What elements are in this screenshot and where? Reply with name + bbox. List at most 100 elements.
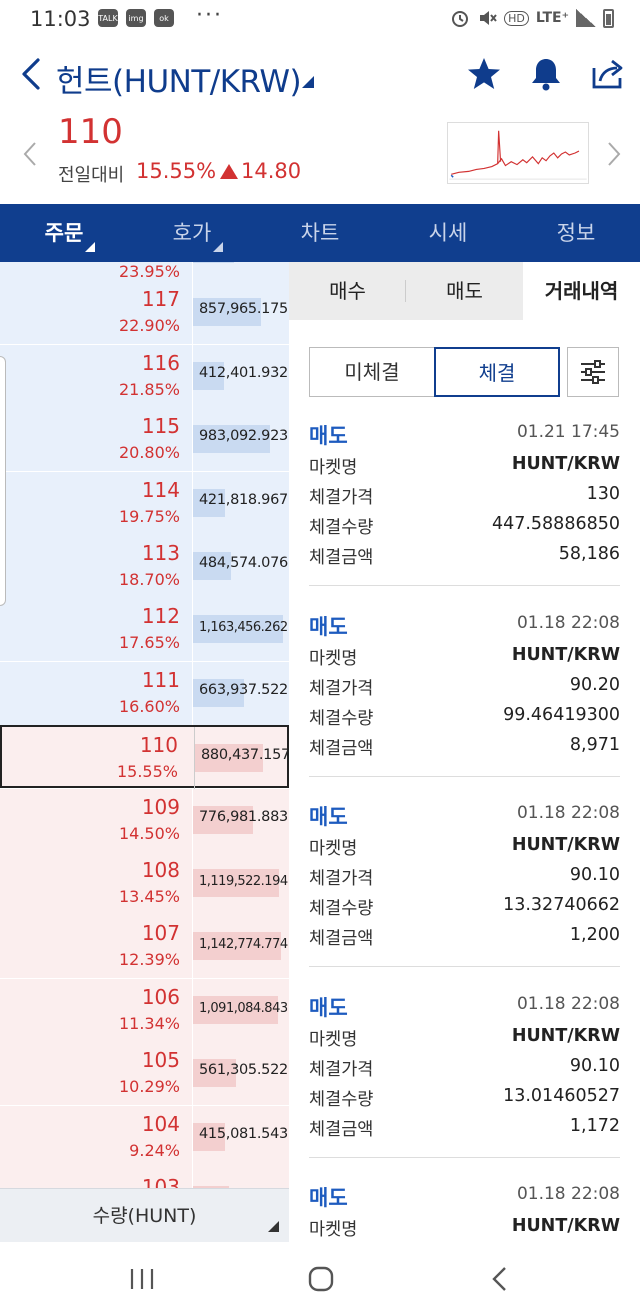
filter-button[interactable]: [567, 347, 619, 397]
trade-field-value: 13.01460527: [503, 1085, 620, 1106]
orderbook-quantity-cell: 561,305.522: [192, 1042, 289, 1106]
trade-field-label: 마켓명: [309, 1029, 358, 1050]
orderbook-price: 111: [141, 667, 180, 692]
ok-notification-icon: ok: [154, 9, 174, 27]
market-title[interactable]: 헌트(HUNT/KRW): [56, 64, 302, 100]
orderbook-row-bid[interactable]: 106 11.34% 1,091,084.843: [0, 978, 289, 1042]
trade-field-value: HUNT/KRW: [511, 454, 620, 474]
star-icon[interactable]: [466, 56, 502, 92]
orderbook-row-current[interactable]: 110 15.55% 880,437.157: [0, 725, 289, 791]
orderbook-quantity: 857,965.175: [199, 301, 288, 318]
orderbook-price: 110: [139, 733, 178, 758]
tab-info[interactable]: 정보: [512, 204, 640, 262]
trade-field-label: 체결수량: [309, 1089, 374, 1110]
tab-orderbook[interactable]: 호가: [128, 204, 256, 262]
talk-notification-icon: TALK: [98, 9, 118, 27]
orderbook-percent: 17.65%: [118, 633, 180, 653]
orderbook-row-ask[interactable]: 111 16.60% 663,937.522: [0, 661, 289, 725]
trade-entry[interactable]: 매도 01.18 22:08 마켓명 HUNT/KRW 체결가격 90.10 체결수량 13.…: [309, 801, 620, 981]
orderbook[interactable]: 23.95% 117 22.90% 857,965.175 116 21.85% 412,4…: [0, 262, 289, 1188]
recent-apps-icon[interactable]: [122, 1262, 162, 1296]
orderbook-row-bid[interactable]: 103: [0, 1169, 289, 1188]
tab-trade-history[interactable]: 거래내역: [523, 262, 640, 320]
orderbook-percent: 23.95%: [118, 262, 180, 281]
unfilled-orders-button[interactable]: 미체결: [309, 347, 435, 397]
orderbook-row-bid[interactable]: 109 14.50% 776,981.883: [0, 788, 289, 852]
mini-price-chart[interactable]: [447, 122, 589, 184]
trade-field-market: 마켓명 HUNT/KRW: [309, 454, 620, 484]
orderbook-volume-bar: [193, 932, 281, 961]
orderbook-volume-bar: [193, 1122, 225, 1151]
trade-field-label: 체결금액: [309, 1119, 374, 1140]
mute-icon: [480, 11, 497, 25]
market-selector-caret-icon[interactable]: [302, 76, 314, 88]
filled-orders-button[interactable]: 체결: [434, 347, 560, 397]
tab-order[interactable]: 주문: [0, 204, 128, 262]
orderbook-quantity-cell: 1,119,522.194: [192, 852, 289, 915]
trade-field-label: 체결금액: [309, 929, 374, 949]
trade-side: 매도: [309, 805, 348, 829]
trade-field-value: 13.32740662: [503, 895, 620, 915]
orderbook-quantity-cell: 1,091,084.843: [192, 978, 289, 1042]
orderbook-quantity-cell: [192, 1169, 289, 1188]
quantity-unit-dropdown-icon: [268, 1221, 279, 1232]
orderbook-row-bid[interactable]: 105 10.29% 561,305.522: [0, 1042, 289, 1106]
prev-market-icon[interactable]: [20, 140, 40, 168]
orderbook-quantity: 663,937.522: [199, 681, 288, 698]
trade-entry[interactable]: 매도 01.18 22:08 마켓명 HUNT/KRW 체결가격 90.10 체결수량 13.…: [309, 992, 620, 1172]
quantity-unit-selector[interactable]: 수량(HUNT): [0, 1188, 289, 1242]
orderbook-quantity-cell: 1,163,456.262: [192, 598, 289, 662]
share-icon[interactable]: [590, 56, 626, 92]
trade-divider: [309, 966, 620, 967]
trade-entry[interactable]: 매도 01.21 17:45 마켓명 HUNT/KRW 체결가격 130 체결수량 447.5…: [309, 420, 620, 600]
orderbook-quantity: 1,119,522.194: [199, 874, 288, 889]
trade-field-value: HUNT/KRW: [511, 1216, 620, 1236]
orderbook-quantity: 880,437.157: [201, 747, 289, 764]
bell-icon[interactable]: [528, 56, 564, 92]
next-market-icon[interactable]: [604, 140, 624, 168]
trade-entry[interactable]: 매도 01.18 22:08 마켓명 HUNT/KRW 체결가격 90.20 체결수량 99.…: [309, 611, 620, 791]
orderbook-row-bid[interactable]: 104 9.24% 415,081.543: [0, 1105, 289, 1169]
trade-field-label: 체결가격: [309, 1059, 374, 1080]
tab-chart[interactable]: 차트: [256, 204, 384, 262]
orderbook-row-ask[interactable]: 23.95%: [0, 262, 289, 281]
trade-time: 01.18 22:08: [516, 1184, 620, 1204]
trade-field-value: 8,971: [569, 734, 620, 755]
trade-field-label: 마켓명: [309, 1220, 358, 1240]
orderbook-price: 115: [141, 414, 180, 439]
back-nav-icon[interactable]: [481, 1262, 521, 1296]
orderbook-volume-bar: [193, 298, 261, 327]
orderbook-quantity-cell: [192, 262, 289, 281]
orderbook-row-ask[interactable]: 116 21.85% 412,401.932: [0, 344, 289, 408]
status-time: 11:03: [30, 7, 91, 31]
orderbook-row-ask[interactable]: 113 18.70% 484,574.076: [0, 535, 289, 598]
trade-field-amount: 체결금액 1,172: [309, 1116, 620, 1146]
trade-time: 01.18 22:08: [516, 612, 620, 633]
orderbook-percent: 9.24%: [129, 1140, 180, 1160]
orderbook-row-bid[interactable]: 107 12.39% 1,142,774.774: [0, 915, 289, 979]
trade-side: 매도: [309, 1186, 348, 1210]
tab-buy[interactable]: 매수: [289, 262, 406, 320]
trade-field-price: 체결가격 90.10: [309, 1056, 620, 1086]
trade-entry[interactable]: 매도 01.18 22:08 마켓명 HUNT/KRW: [309, 1182, 620, 1242]
back-icon[interactable]: [16, 56, 46, 92]
home-icon[interactable]: [301, 1262, 341, 1296]
tab-market-price[interactable]: 시세: [384, 204, 512, 262]
orderbook-row-ask[interactable]: 115 20.80% 983,092.923: [0, 408, 289, 472]
orderbook-row-bid[interactable]: 108 13.45% 1,119,522.194: [0, 852, 289, 915]
trade-divider: [309, 585, 620, 586]
orderbook-volume-bar: [195, 744, 263, 773]
orderbook-volume-bar: [193, 425, 270, 454]
orderbook-row-ask[interactable]: 112 17.65% 1,163,456.262: [0, 598, 289, 662]
orderbook-quantity: 421,818.967: [199, 491, 288, 508]
orderbook-row-ask[interactable]: 117 22.90% 857,965.175: [0, 281, 289, 345]
trade-field-qty: 체결수량 99.46419300: [309, 705, 620, 735]
orderbook-percent: 13.45%: [118, 887, 180, 906]
trade-field-value: 90.10: [569, 865, 620, 885]
trade-time: 01.21 17:45: [516, 422, 620, 442]
orderbook-row-ask[interactable]: 114 19.75% 421,818.967: [0, 471, 289, 535]
tab-sell[interactable]: 매도: [406, 262, 523, 320]
orderbook-quantity-cell: 484,574.076: [192, 535, 289, 598]
tab-info-label: 정보: [556, 221, 596, 245]
orderbook-drawer-handle[interactable]: [0, 356, 6, 606]
